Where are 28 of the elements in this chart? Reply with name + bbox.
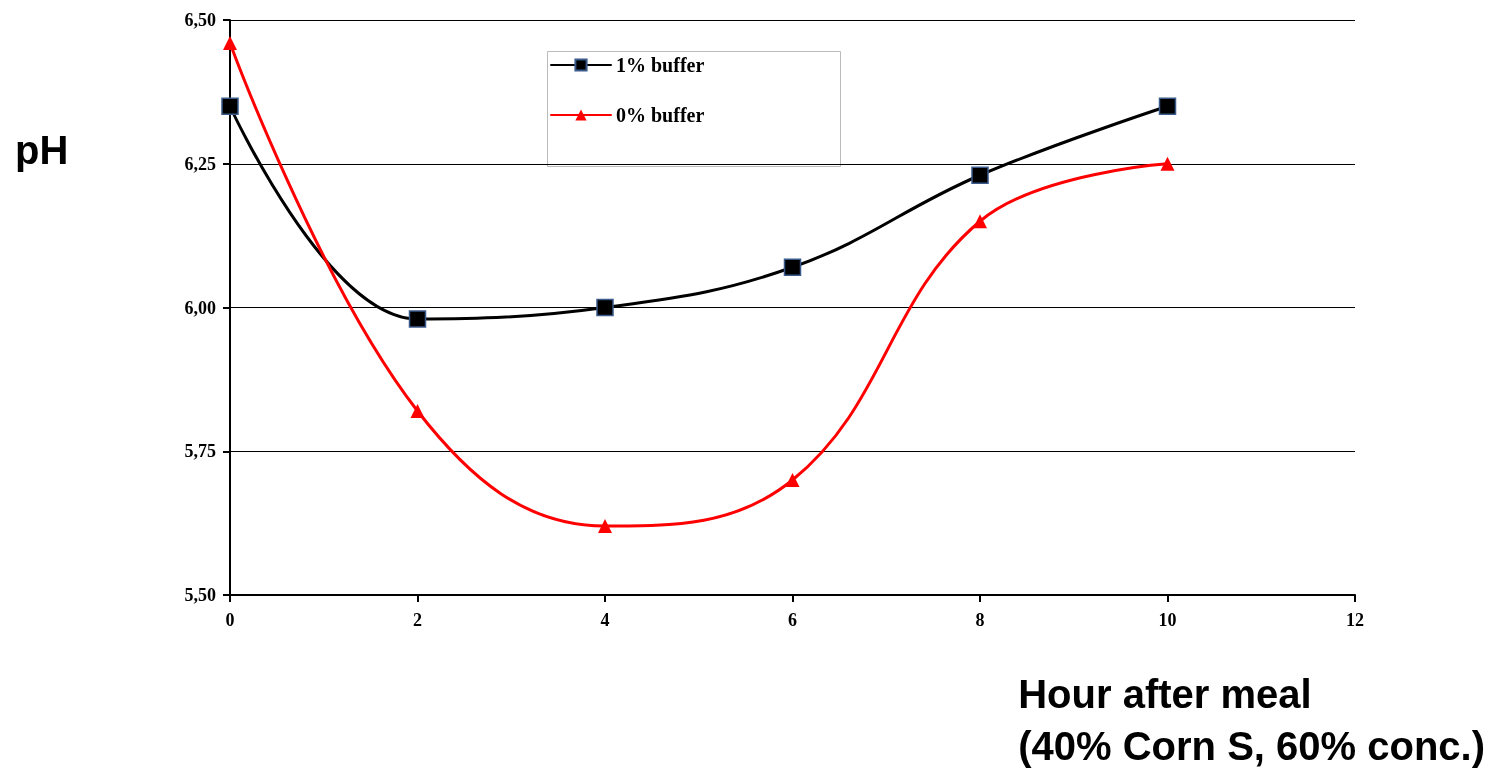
point (971, 166, 989, 184)
point (1158, 97, 1177, 115)
x-tick-label: 2 (413, 610, 422, 630)
point (1160, 156, 1175, 171)
y-tick-label: 5,50 (184, 585, 216, 605)
x-axis-title: Hour after meal (40% Corn S, 60% conc.) (1018, 672, 1485, 768)
legend-label: 1% buffer (616, 54, 705, 76)
point (410, 404, 425, 418)
point (408, 310, 427, 328)
y-tick-label: 5,75 (184, 441, 216, 462)
y-tick-label: 6,25 (184, 153, 216, 174)
point (598, 519, 612, 533)
point (973, 214, 987, 229)
point (783, 258, 802, 276)
point (596, 298, 614, 317)
legend-label: 0% buffer (616, 104, 705, 126)
y-axis-title: pH (15, 128, 69, 172)
y-tick-label: 6,50 (184, 10, 216, 30)
x-tick-label: 12 (1346, 610, 1364, 630)
x-tick-label: 10 (1158, 610, 1177, 630)
x-tick-label: 0 (225, 610, 235, 630)
x-tick-label: 6 (788, 610, 797, 630)
y-tick-label: 6,00 (184, 297, 216, 318)
x-tick-label: 8 (975, 610, 985, 630)
x-tick-label: 4 (600, 610, 610, 630)
point (223, 36, 237, 50)
point (785, 473, 800, 487)
point (221, 97, 239, 115)
